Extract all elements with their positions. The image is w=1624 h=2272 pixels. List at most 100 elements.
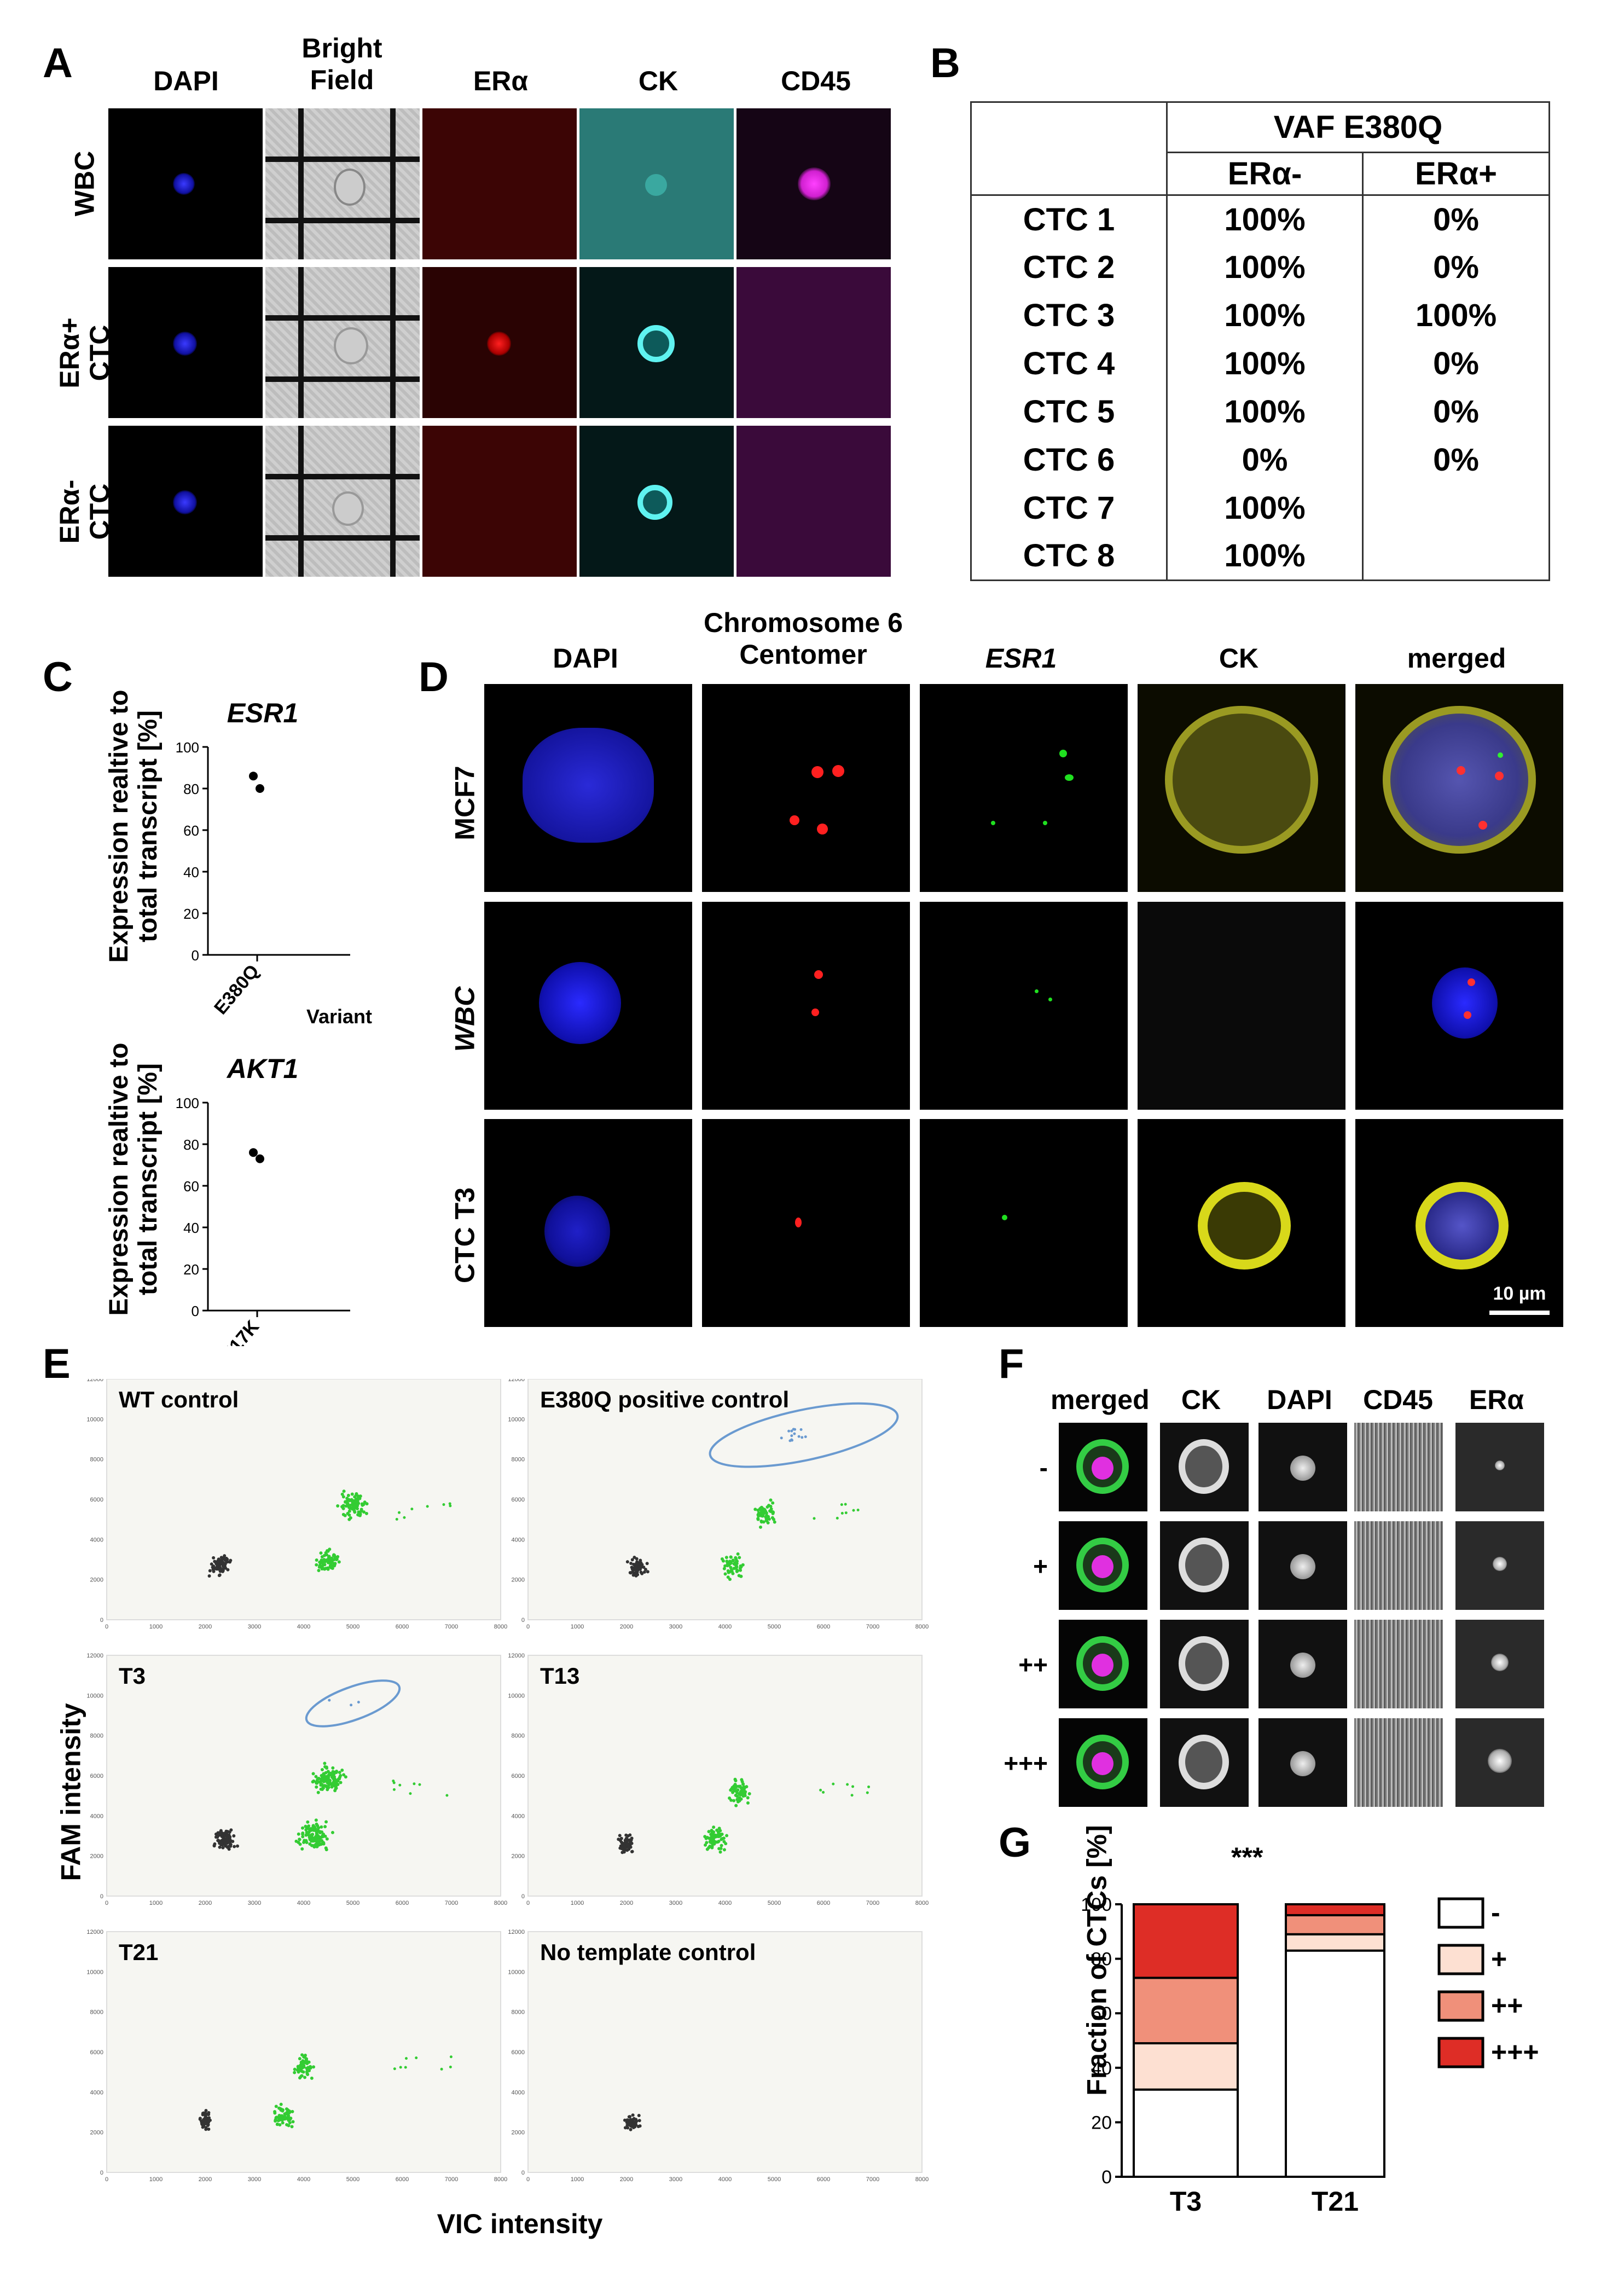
panel-e-droplet [274,2119,277,2123]
panel-e-droplet [836,1516,839,1520]
panel-e-droplet [308,1835,311,1839]
panel-e-x-tick-label: 1000 [149,1900,163,1906]
panel-e-droplet [336,1504,340,1508]
panel-e-droplet [404,2066,407,2069]
panel-e-x-tick-label: 7000 [445,1624,458,1630]
panel-e-droplet [725,1834,729,1838]
panel-e-droplet [207,1574,211,1578]
table-cell-era-pos: 0% [1433,201,1479,237]
panel-e-droplet [759,1520,763,1524]
panel-e-droplet [866,1791,869,1794]
panel-e-droplet [619,1840,623,1844]
panel-e-y-tick-label: 6000 [90,1773,103,1780]
panel-e-droplet [229,1828,233,1832]
panel-e-y-tick-label: 0 [521,1617,525,1624]
panel-e-droplet [315,1563,318,1567]
panel-e-droplet [315,1822,318,1826]
panel-e-x-tick-label: 6000 [817,1900,830,1906]
table-cell-era-neg: 100% [1167,291,1364,340]
table-cell-era-neg: 100% [1167,532,1364,581]
panel-e-droplet [298,2057,301,2061]
panel-e-x-tick-label: 2000 [199,2176,212,2183]
panel-e-plot-title: T3 [119,1663,146,1689]
panel-e-droplet [630,1567,634,1571]
panel-e-droplet [793,1432,796,1435]
panel-e-droplet [216,1839,220,1842]
panel-e-droplet [631,2113,635,2117]
panel-e-y-tick-label: 8000 [512,2009,525,2016]
panel-e-droplet [337,1560,341,1564]
panel-g-legend-swatch [1437,2037,1484,2068]
panel-e-droplet [625,1836,629,1840]
panel-e-y-tick-label: 4000 [512,1537,525,1543]
panel-e-droplet [330,1830,334,1834]
panel-g-bar-segment [1133,2088,1239,2178]
panel-e-droplet [395,1517,398,1521]
panel-e-droplet [850,1794,854,1797]
panel-e-droplet [331,1766,335,1770]
panel-c-y-tick-label: 20 [183,906,199,922]
panel-e-droplet [276,2119,280,2123]
panel-e-droplet [846,1783,849,1786]
panel-f-tile [1160,1718,1249,1807]
panel-e-droplet [319,1787,323,1791]
panel-e-plot-area [527,1379,923,1620]
panel-e-x-tick-label: 5000 [768,2176,781,2183]
panel-e-droplet [300,2074,304,2078]
panel-e-droplet [317,1565,321,1569]
panel-e-droplet [316,1790,320,1794]
panel-f-tile [1059,1521,1147,1610]
panel-e-x-tick-label: 6000 [396,2176,409,2183]
panel-e-x-tick-label: 2000 [620,1624,633,1630]
panel-e-x-tick-label: 8000 [494,1900,507,1906]
panel-e-droplet [201,2125,205,2129]
panel-e-droplet [207,2127,211,2131]
panel-e-droplet [214,1566,218,1569]
panel-e-droplet [344,1775,347,1779]
panel-e-y-tick-label: 8000 [90,1733,103,1740]
panel-e-droplet [867,1785,871,1788]
panel-e-x-tick-label: 2000 [620,2176,633,2183]
table-row: CTC 6 0% 0% [971,436,1550,484]
panel-d-mcf7-dapi [484,684,692,892]
panel-f-row-label: ++ [1018,1650,1048,1679]
panel-e-droplet [218,1845,222,1849]
scalebar-label: 10 µm [1493,1283,1546,1304]
panel-letter-f: F [999,1341,1024,1387]
panel-e-x-tick-label: 5000 [768,1900,781,1906]
panel-d-row-ctc-t3: CTC T3 [449,1187,480,1283]
panel-e-droplet [712,1825,716,1829]
panel-d-row-mcf7: MCF7 [449,766,480,841]
table-corner [971,102,1168,196]
panel-e-x-tick-label: 7000 [866,2176,879,2183]
table-header-vaf: VAF E380Q [1167,102,1550,153]
panel-e-droplet [301,1835,305,1839]
panel-e-y-tick-label: 0 [521,1893,525,1900]
panel-f-row-label: - [1039,1453,1048,1482]
panel-e-droplet [729,1568,733,1572]
panel-c-y-tick-label: 100 [176,739,199,756]
panel-e-droplet [720,1557,724,1561]
panel-e-droplet [787,1429,791,1433]
panel-e-x-tick-label: 8000 [494,1624,507,1630]
panel-e-droplet [736,1552,740,1556]
panel-d-wbc-esr1 [920,902,1128,1110]
panel-g-bar-segment [1285,1903,1385,1916]
panel-d-col-ck: CK [1219,643,1259,674]
panel-a-tile-erpos-cd45 [736,267,891,418]
panel-e-droplet [646,1570,649,1574]
panel-e-x-tick-label: 4000 [718,1900,732,1906]
panel-e-droplet [298,2076,302,2080]
panel-e-droplet [275,2115,279,2119]
panel-e-droplet [281,2108,285,2112]
panel-e-x-tick-label: 6000 [817,1624,830,1630]
panel-e-x-tick-label: 2000 [620,1900,633,1906]
panel-e-droplet [301,1826,305,1830]
panel-e-y-tick-label: 12000 [508,1379,525,1383]
panel-e-droplet [293,2071,297,2074]
panel-g-legend-swatch [1437,1944,1484,1975]
panel-e-y-tick-label: 4000 [512,1813,525,1819]
panel-e-droplet [723,1572,727,1576]
panel-e-droplet [344,1500,347,1504]
panel-e-plot-area [106,1655,501,1897]
